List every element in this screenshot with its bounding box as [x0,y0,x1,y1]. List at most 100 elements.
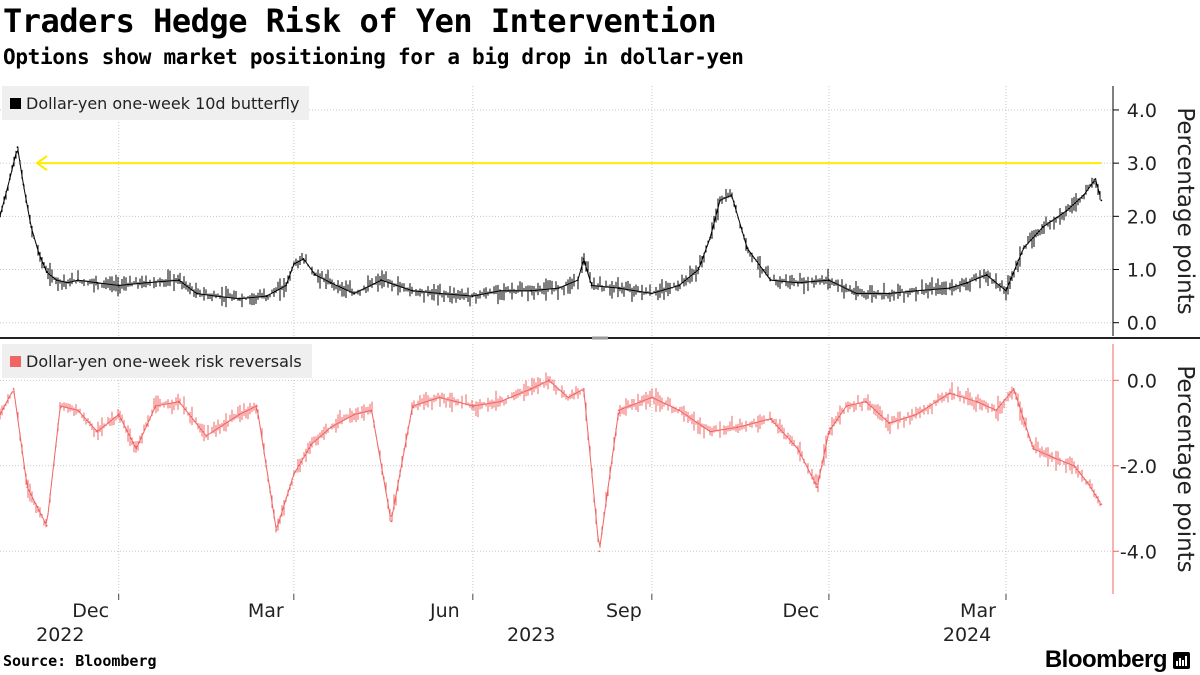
series-0-segment [269,292,273,295]
series-1-segment [1023,420,1027,427]
series-1-point-19 [370,409,373,412]
series-1-segment [313,439,317,443]
series-0-segment [19,162,23,176]
series-1-segment [539,383,543,386]
x-tick-label-1: Mar [248,600,284,622]
series-0-segment [731,196,735,204]
series-1-segment [875,410,879,414]
series-1-segment [747,423,751,426]
series-1-segment [885,419,889,423]
series-1-segment [275,524,279,529]
series-1-segment [215,427,219,431]
series-0-segment [361,288,365,291]
series-1-segment [245,409,249,412]
series-0-point-19 [292,263,295,266]
series-1-segment [405,430,409,442]
series-0-segment [717,200,721,208]
series-0-segment [31,229,35,237]
series-1-segment [373,423,377,436]
series-1-segment [743,424,747,427]
series-1-segment [33,500,37,505]
series-1-point-51 [1100,503,1103,506]
series-0-segment [969,280,973,283]
chart-subtitle: Options show market positioning for a bi… [3,45,744,69]
series-1-segment [241,411,245,414]
series-0-point-37 [697,268,700,271]
series-0-segment [39,255,43,262]
series-0-segment [53,277,57,281]
series-1-segment [585,412,589,434]
series-0-segment [343,288,347,291]
series-1-segment [661,401,665,404]
series-1-segment [809,472,813,478]
series-1-segment [557,388,561,391]
series-1-segment [817,473,821,484]
series-1-segment [841,409,845,413]
series-1-segment [927,405,931,408]
series-1-segment [369,410,373,413]
series-0-segment [1013,266,1017,272]
series-1-segment [81,414,85,418]
series-0-segment [27,209,31,221]
series-1-segment [127,432,131,437]
series-0-segment [1029,238,1033,242]
series-0-segment [389,282,393,285]
series-1-segment [1043,452,1047,455]
series-1-segment [583,391,587,413]
series-1-segment [873,408,877,412]
series-0-point-23 [353,292,356,295]
series-1-segment [23,463,27,479]
series-1-segment [645,398,649,401]
series-0-segment [191,289,195,292]
series-1-segment [259,425,263,439]
series-1-segment [623,406,627,409]
series-0-segment [187,286,191,289]
series-0-segment [295,261,299,264]
series-1-segment [787,437,791,441]
series-1-segment [935,400,939,403]
series-1-segment [113,416,117,419]
series-1-segment [981,403,985,406]
series-0-point-2 [16,146,19,149]
series-0-segment [995,282,999,285]
legend-swatch-butterfly [10,97,21,109]
series-1-segment [979,402,983,405]
series-0-segment [321,277,325,280]
series-1-segment [957,395,961,397]
series-1-segment [295,466,299,471]
series-0-point-7 [55,279,58,282]
series-0-segment [763,270,767,275]
series-1 [0,372,1101,548]
series-1-segment [641,399,645,402]
y-tick-label-1-0: 0.0 [1127,370,1157,392]
series-0-point-36 [678,284,680,287]
series-0-point-56 [1094,178,1097,180]
series-0-segment [831,281,835,284]
series-0-segment [761,268,765,272]
series-1-segment [1095,495,1099,500]
series-1-segment [569,394,573,397]
series-0-segment [729,195,733,197]
series-1-segment [1001,400,1005,404]
series-0-segment [359,289,363,292]
series-1-segment [637,401,641,404]
series-1-point-37 [816,486,819,489]
series-1-segment [513,394,517,397]
series-1-segment [339,420,343,423]
series-1-segment [617,409,621,416]
series-0-segment [1025,242,1029,246]
series-1-segment [869,405,873,408]
series-1-point-13 [255,405,258,407]
series-0-segment [1051,218,1055,222]
series-1-segment [879,414,883,417]
series-1-segment [91,425,95,429]
series-1-segment [703,426,707,430]
series-1-segment [447,399,451,401]
series-0-point-18 [285,284,287,287]
series-0-segment [339,286,343,289]
series-1-segment [333,424,337,427]
series-0-point-25 [411,289,414,292]
series-0-segment [1077,198,1081,201]
legend-swatch-risk-reversals [10,355,21,367]
series-0-segment [579,265,583,273]
